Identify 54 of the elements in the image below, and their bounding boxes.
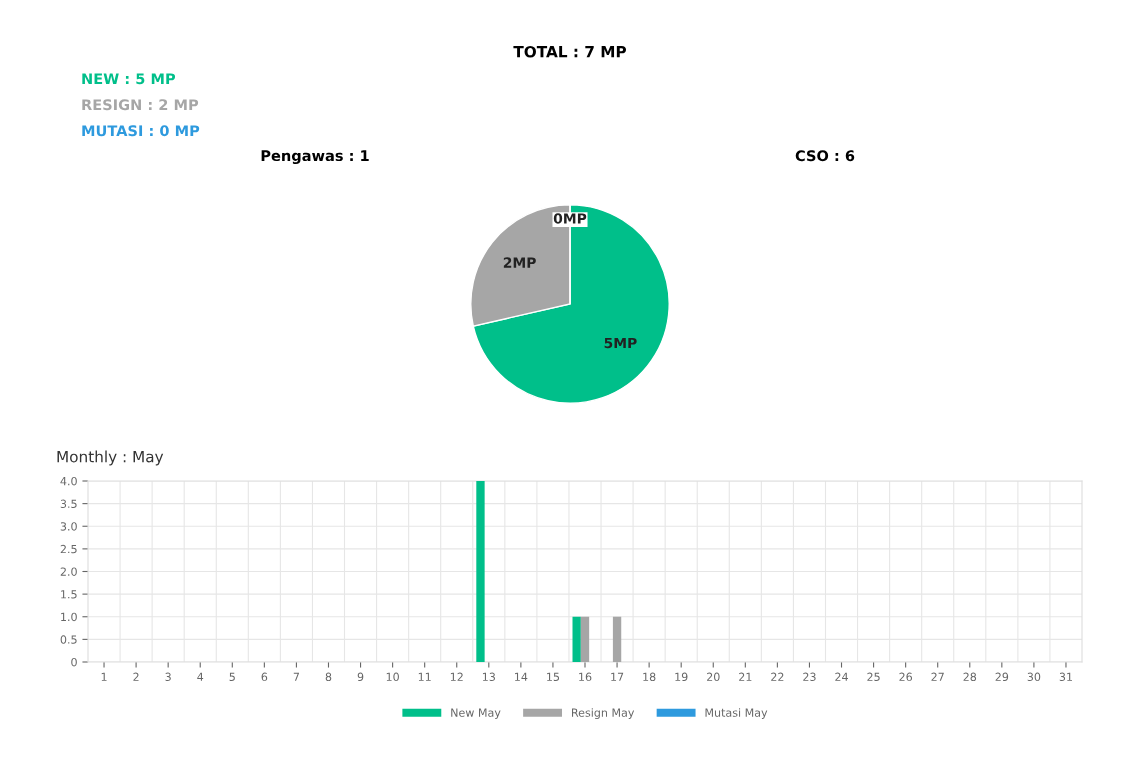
x-tick-label: 15 <box>547 672 560 682</box>
y-tick-label: 0 <box>71 657 77 667</box>
text: CSO : 6 <box>795 150 855 162</box>
data-label: 5MP <box>604 337 637 349</box>
y-tick-label: 3.0 <box>60 522 77 531</box>
x-tick-label: 11 <box>418 672 431 681</box>
pie-slice <box>472 204 670 404</box>
y-tick-label: 1.5 <box>61 590 77 599</box>
chart-title: TOTAL : 7 MP <box>513 45 627 58</box>
x-tick-label: 12 <box>450 672 463 681</box>
x-tick-label: 7 <box>293 672 299 681</box>
x-tick-label: 26 <box>899 672 913 682</box>
x-tick-label: 31 <box>1059 672 1073 682</box>
x-tick-label: 13 <box>482 672 495 682</box>
x-tick-label: 6 <box>261 672 268 682</box>
x-tick-label: 5 <box>229 672 235 682</box>
x-tick-label: 10 <box>386 672 399 682</box>
y-tick-label: 3.5 <box>60 499 77 508</box>
x-tick-label: 4 <box>197 672 204 681</box>
text: 0MP <box>553 213 587 224</box>
text: MUTASI : 0 MP <box>82 125 200 137</box>
x-tick-label: 22 <box>771 672 784 681</box>
x-tick-label: 24 <box>835 672 848 681</box>
data-label: 2MP <box>503 257 536 268</box>
x-tick-label: 27 <box>931 672 944 681</box>
y-tick-label: 1.0 <box>61 612 77 622</box>
legend-label: Resign May <box>572 708 635 719</box>
x-tick-label: 21 <box>739 672 752 681</box>
x-tick-label: 20 <box>707 672 720 682</box>
x-tick-label: 1 <box>101 672 107 681</box>
x-tick-label: 23 <box>803 672 816 682</box>
legend-label: Mutasi May <box>705 708 768 719</box>
x-tick-label: 28 <box>963 672 977 682</box>
y-tick-label: 4.0 <box>60 476 77 486</box>
chart-title: Monthly : May <box>57 450 164 466</box>
x-tick-label: 9 <box>357 672 364 682</box>
x-tick-label: 18 <box>643 672 656 682</box>
y-tick-label: 2.0 <box>60 567 77 576</box>
x-tick-label: 2 <box>133 672 139 681</box>
text: RESIGN : 2 MP <box>82 99 199 111</box>
x-tick-label: 29 <box>995 672 1009 682</box>
y-tick-label: 0.5 <box>60 635 77 644</box>
x-tick-label: 14 <box>515 672 528 681</box>
text: Pengawas : 1 <box>261 150 369 165</box>
legend-label: New May <box>451 708 501 719</box>
x-tick-label: 16 <box>579 672 592 682</box>
x-tick-label: 3 <box>165 672 171 682</box>
x-tick-label: 25 <box>867 672 880 682</box>
x-tick-label: 17 <box>611 672 624 681</box>
x-tick-label: 8 <box>325 672 332 682</box>
x-tick-label: 19 <box>675 672 688 682</box>
y-tick-label: 2.5 <box>60 544 77 554</box>
text: NEW : 5 MP <box>82 73 176 85</box>
x-tick-label: 30 <box>1027 672 1041 682</box>
